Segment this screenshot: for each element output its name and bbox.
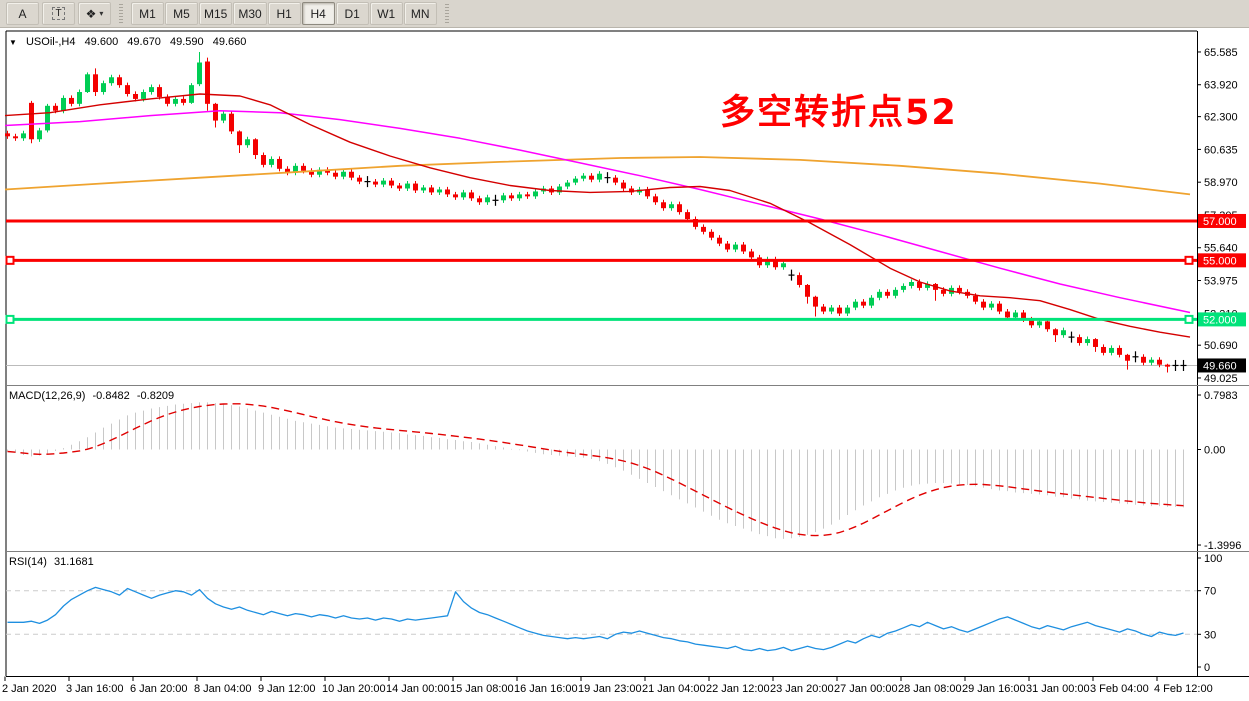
- chevron-down-icon: ▾: [99, 9, 104, 18]
- svg-text:15 Jan 08:00: 15 Jan 08:00: [450, 683, 514, 695]
- text-box-tool-button[interactable]: T: [42, 2, 75, 25]
- ma-slow-line: [4, 156, 1191, 196]
- close-value: 49.660: [212, 36, 247, 48]
- svg-text:22 Jan 12:00: 22 Jan 12:00: [706, 683, 770, 695]
- macd-panel: 0.7983 0.00 -1.3996: [7, 390, 1241, 552]
- high-value: 49.670: [127, 36, 161, 48]
- svg-text:10 Jan 20:00: 10 Jan 20:00: [322, 683, 386, 695]
- text-label-icon: A: [18, 6, 27, 21]
- svg-text:52.000: 52.000: [1203, 314, 1237, 326]
- timeframe-button-D1[interactable]: D1: [335, 2, 369, 25]
- timeframe-button-M5[interactable]: M5: [165, 2, 198, 25]
- svg-text:100: 100: [1204, 553, 1222, 565]
- panel-borders: [5, 30, 1249, 677]
- timeframe-toolbar: M1 M5 M15 M30 H1 H4 D1 W1 MN: [131, 2, 437, 25]
- svg-text:3 Feb 04:00: 3 Feb 04:00: [1090, 683, 1149, 695]
- svg-text:55.640: 55.640: [1204, 243, 1238, 255]
- timeframe-button-M1[interactable]: M1: [131, 2, 164, 25]
- timeframe-button-MN[interactable]: MN: [403, 2, 437, 25]
- timeframe-button-H4[interactable]: H4: [301, 2, 335, 25]
- svg-text:30: 30: [1204, 629, 1216, 641]
- svg-text:28 Jan 08:00: 28 Jan 08:00: [898, 683, 962, 695]
- ma-fast-line: [4, 93, 1191, 338]
- timeframe-button-H1[interactable]: H1: [267, 2, 301, 25]
- macd-signal-value: -0.8209: [136, 390, 175, 402]
- open-value: 49.600: [84, 36, 119, 48]
- svg-text:57.000: 57.000: [1203, 216, 1237, 228]
- toolbar-grip[interactable]: [119, 3, 123, 24]
- svg-text:0.7983: 0.7983: [1204, 390, 1238, 402]
- svg-text:19 Jan 23:00: 19 Jan 23:00: [578, 683, 642, 695]
- svg-text:2 Jan 2020: 2 Jan 2020: [2, 683, 56, 695]
- text-box-icon: T: [52, 7, 65, 20]
- svg-text:6 Jan 20:00: 6 Jan 20:00: [130, 683, 188, 695]
- hline-55.000[interactable]: 55.000: [5, 253, 1246, 268]
- annotation-text[interactable]: 多空转折点52: [720, 93, 958, 133]
- svg-text:53.975: 53.975: [1204, 276, 1238, 288]
- candles-layer: [5, 51, 1187, 373]
- svg-text:21 Jan 04:00: 21 Jan 04:00: [642, 683, 706, 695]
- svg-text:27 Jan 00:00: 27 Jan 00:00: [834, 683, 898, 695]
- current-price-label: 49.660: [1198, 358, 1246, 373]
- macd-name: MACD(12,26,9): [9, 390, 86, 402]
- timeframe-button-M15[interactable]: M15: [199, 2, 233, 25]
- svg-text:70: 70: [1204, 586, 1216, 598]
- toolbar-grip-2[interactable]: [444, 3, 449, 24]
- svg-text:-1.3996: -1.3996: [1204, 540, 1241, 552]
- symbol-period-label: USOil-,H4: [25, 36, 76, 48]
- hline-52.000[interactable]: 52.000: [5, 312, 1246, 327]
- time-axis: 2 Jan 2020 3 Jan 16:00 6 Jan 20:00 8 Jan 04…: [2, 676, 1213, 695]
- timeframe-button-W1[interactable]: W1: [369, 2, 403, 25]
- toolbar: A T ❖ ▾ M1 M5 M15 M30 H1 H4 D1 W1 MN: [0, 0, 1249, 28]
- macd-value: -0.8482: [92, 390, 130, 402]
- low-value: 49.590: [170, 36, 204, 48]
- svg-text:50.690: 50.690: [1204, 340, 1238, 352]
- svg-text:23 Jan 20:00: 23 Jan 20:00: [770, 683, 834, 695]
- svg-text:58.970: 58.970: [1204, 177, 1238, 189]
- collapse-triangle-icon[interactable]: ▼: [9, 38, 17, 47]
- svg-text:8 Jan 04:00: 8 Jan 04:00: [194, 683, 252, 695]
- macd-indicator-label: MACD(12,26,9) -0.8482 -0.8209: [9, 390, 174, 402]
- arrows-icon: ❖: [85, 6, 97, 21]
- svg-text:4 Feb 12:00: 4 Feb 12:00: [1154, 683, 1213, 695]
- svg-text:14 Jan 00:00: 14 Jan 00:00: [386, 683, 450, 695]
- svg-text:49.025: 49.025: [1204, 373, 1238, 385]
- svg-text:55.000: 55.000: [1203, 255, 1237, 267]
- svg-text:3 Jan 16:00: 3 Jan 16:00: [66, 683, 124, 695]
- svg-text:60.635: 60.635: [1204, 144, 1238, 156]
- svg-text:63.920: 63.920: [1204, 80, 1238, 92]
- text-label-tool-button[interactable]: A: [6, 2, 39, 25]
- arrows-tool-button[interactable]: ❖ ▾: [78, 2, 111, 25]
- svg-text:0: 0: [1204, 662, 1210, 674]
- svg-text:31 Jan 00:00: 31 Jan 00:00: [1026, 683, 1090, 695]
- svg-text:29 Jan 16:00: 29 Jan 16:00: [962, 683, 1026, 695]
- svg-text:9 Jan 12:00: 9 Jan 12:00: [258, 683, 316, 695]
- svg-text:65.585: 65.585: [1204, 47, 1238, 59]
- rsi-value: 31.1681: [53, 556, 94, 568]
- svg-text:16 Jan 16:00: 16 Jan 16:00: [514, 683, 578, 695]
- svg-text:49.660: 49.660: [1203, 360, 1237, 372]
- timeframe-button-M30[interactable]: M30: [233, 2, 267, 25]
- rsi-indicator-label: RSI(14) 31.1681: [9, 556, 94, 568]
- ma-mid-line: [4, 109, 1191, 314]
- rsi-name: RSI(14): [9, 556, 47, 568]
- svg-text:0.00: 0.00: [1204, 445, 1225, 457]
- rsi-panel: 100 70 30 0: [6, 553, 1222, 674]
- hline-57.000[interactable]: 57.000: [6, 213, 1246, 228]
- chart-title: ▼ USOil-,H4 49.600 49.670 49.590 49.660: [9, 36, 252, 48]
- svg-text:62.300: 62.300: [1204, 112, 1238, 124]
